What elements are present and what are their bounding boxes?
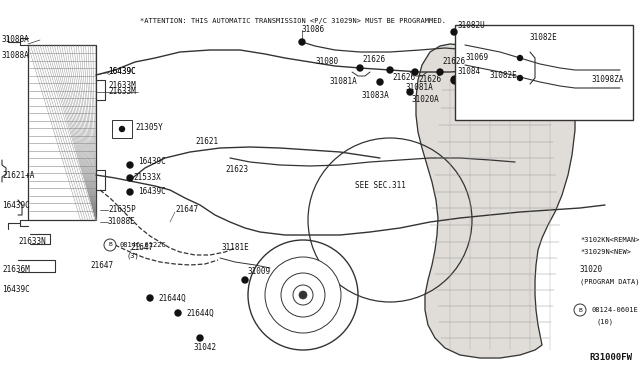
Circle shape: [147, 295, 153, 301]
Text: 21633M: 21633M: [108, 81, 136, 90]
Text: (PROGRAM DATA): (PROGRAM DATA): [580, 279, 639, 285]
Text: 21633M: 21633M: [108, 87, 136, 96]
Circle shape: [104, 239, 116, 251]
Text: 21621: 21621: [195, 138, 218, 147]
Text: 16439C: 16439C: [2, 285, 29, 295]
Text: (3): (3): [127, 253, 140, 259]
Text: 21644Q: 21644Q: [186, 308, 214, 317]
Circle shape: [387, 67, 393, 73]
Circle shape: [357, 65, 363, 71]
Text: *3102KN<REMAN>: *3102KN<REMAN>: [580, 237, 639, 243]
Text: 21626: 21626: [418, 76, 441, 84]
Text: 21626: 21626: [392, 74, 415, 83]
Circle shape: [281, 273, 325, 317]
Circle shape: [451, 29, 457, 35]
Text: 21644Q: 21644Q: [158, 294, 186, 302]
Circle shape: [175, 310, 181, 316]
Circle shape: [127, 162, 133, 168]
Bar: [112, 120, 132, 138]
Text: 31098ZA: 31098ZA: [592, 76, 625, 84]
Text: 21635P: 21635P: [108, 205, 136, 215]
Text: 21621+A: 21621+A: [2, 170, 35, 180]
Text: 31088E: 31088E: [108, 218, 136, 227]
Circle shape: [377, 79, 383, 85]
Text: 08146-6122G: 08146-6122G: [120, 242, 167, 248]
Circle shape: [407, 89, 413, 95]
Circle shape: [299, 39, 305, 45]
Text: 31080: 31080: [315, 58, 338, 67]
Text: 21626: 21626: [442, 58, 465, 67]
Text: 21636M: 21636M: [2, 266, 29, 275]
Circle shape: [437, 69, 443, 75]
Text: 31081A: 31081A: [330, 77, 358, 87]
Text: 21626: 21626: [362, 55, 385, 64]
Circle shape: [120, 126, 125, 131]
Text: *31029N<NEW>: *31029N<NEW>: [580, 249, 631, 255]
Circle shape: [127, 175, 133, 181]
Bar: [28, 45, 96, 220]
Circle shape: [242, 277, 248, 283]
Text: 16439C: 16439C: [108, 67, 136, 77]
Circle shape: [299, 291, 307, 299]
Text: B: B: [578, 308, 582, 312]
Circle shape: [574, 304, 586, 316]
Text: 31009: 31009: [248, 267, 271, 276]
Text: 08124-0601E: 08124-0601E: [592, 307, 639, 313]
Text: 31083A: 31083A: [362, 92, 390, 100]
Text: 16439C: 16439C: [108, 67, 136, 77]
Text: 21633N: 21633N: [18, 237, 45, 247]
Polygon shape: [416, 42, 575, 358]
Circle shape: [248, 240, 358, 350]
Text: 31082E: 31082E: [490, 71, 518, 80]
Text: SEE SEC.311: SEE SEC.311: [355, 180, 406, 189]
Text: 31069: 31069: [465, 54, 488, 62]
Circle shape: [459, 65, 465, 71]
Text: (10): (10): [596, 319, 613, 325]
Text: 21533X: 21533X: [133, 173, 161, 183]
Text: 21647: 21647: [130, 244, 153, 253]
Text: 16439C: 16439C: [138, 157, 166, 167]
Circle shape: [451, 76, 459, 84]
Text: 16439C: 16439C: [2, 201, 29, 209]
Text: 31181E: 31181E: [222, 244, 250, 253]
Circle shape: [518, 76, 522, 80]
Text: 21647: 21647: [90, 260, 113, 269]
Text: 31086: 31086: [302, 26, 325, 35]
Text: *ATTENTION: THIS AUTOMATIC TRANSMISSION <P/C 31029N> MUST BE PROGRAMMED.: *ATTENTION: THIS AUTOMATIC TRANSMISSION …: [140, 18, 446, 24]
Text: 31082U: 31082U: [458, 20, 486, 29]
Circle shape: [293, 285, 313, 305]
Text: 16439C: 16439C: [138, 187, 166, 196]
Circle shape: [127, 189, 133, 195]
Text: 31081A: 31081A: [405, 83, 433, 93]
Text: 31084: 31084: [458, 67, 481, 77]
Circle shape: [197, 335, 203, 341]
Circle shape: [412, 69, 418, 75]
Text: 31020: 31020: [580, 266, 603, 275]
Text: 21305Y: 21305Y: [135, 124, 163, 132]
Text: 31042: 31042: [194, 343, 217, 353]
Text: 31088A: 31088A: [2, 35, 29, 45]
Text: B: B: [108, 243, 112, 247]
Text: R31000FW: R31000FW: [589, 353, 632, 362]
Text: 31020A: 31020A: [412, 96, 440, 105]
Text: 21647: 21647: [175, 205, 198, 215]
Circle shape: [518, 55, 522, 61]
Bar: [455, 25, 633, 120]
Circle shape: [265, 257, 341, 333]
Text: 31082E: 31082E: [530, 33, 557, 42]
Text: 31088A: 31088A: [2, 51, 29, 60]
Text: 21623: 21623: [225, 166, 248, 174]
